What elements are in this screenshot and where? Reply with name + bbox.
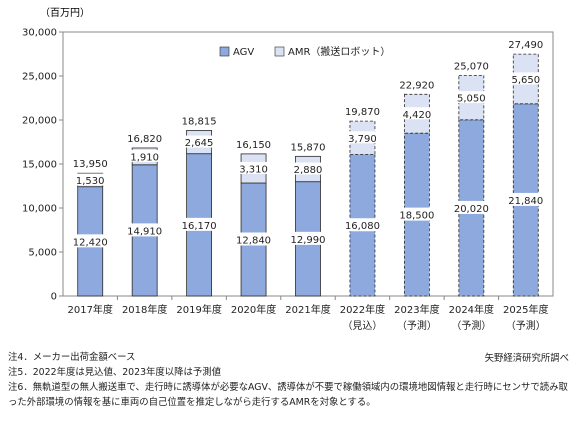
label-backing <box>178 217 221 231</box>
label-backing <box>450 200 493 214</box>
label-total: 19,870 <box>345 107 380 118</box>
label-agv: 14,910 <box>127 226 162 237</box>
y-tick-label: 5,000 <box>28 248 57 259</box>
label-backing <box>504 192 547 206</box>
data-labels: 12,420 1,530 13,950 14,910 1,910 16,820 16,170… <box>69 40 547 248</box>
label-total: 25,070 <box>454 61 489 72</box>
label-amr: 2,645 <box>185 138 214 149</box>
bar-chart: （百万円） 0 5,000 10,000 15,000 20,000 25,000 30,0… <box>22 7 554 332</box>
legend-label-agv: AGV <box>233 47 254 58</box>
legend-swatch-agv <box>219 46 230 57</box>
x-tick-label: （予測） <box>451 319 491 332</box>
note-4: 注4．メーカー出荷金額ベース <box>8 352 136 363</box>
legend: AGV AMR（搬送ロボット） <box>219 45 390 58</box>
legend-label-amr: AMR（搬送ロボット） <box>288 45 390 58</box>
label-total: 15,870 <box>291 142 326 153</box>
label-amr: 4,420 <box>403 110 432 121</box>
label-amr: 5,050 <box>457 94 486 105</box>
x-tick-label: （見込） <box>342 320 382 332</box>
label-total: 27,490 <box>508 40 543 51</box>
label-backing <box>395 207 438 221</box>
label-agv: 12,840 <box>236 236 271 247</box>
label-backing <box>453 91 490 104</box>
label-backing <box>235 161 272 174</box>
label-backing <box>181 135 218 148</box>
label-agv: 18,500 <box>399 211 434 222</box>
x-tick-label: 2018年度 <box>122 303 167 316</box>
x-tick-label: 2017年度 <box>67 303 112 316</box>
label-amr: 1,530 <box>76 176 105 187</box>
y-tick-label: 30,000 <box>22 28 57 39</box>
note-5: 注5．2022年度は見込値、2023年度以降は予測値 <box>8 367 222 378</box>
y-tick-label: 10,000 <box>22 204 57 215</box>
label-agv: 21,840 <box>508 196 543 207</box>
label-total: 13,950 <box>73 159 108 170</box>
x-tick-label: 2021年度 <box>285 303 330 316</box>
legend-swatch-amr <box>274 46 285 57</box>
label-amr: 5,650 <box>511 75 540 86</box>
x-tick-label: 2024年度 <box>449 303 494 316</box>
label-backing <box>69 234 112 248</box>
label-total: 22,920 <box>399 80 434 91</box>
x-tick-label: 2019年度 <box>176 303 221 316</box>
label-backing <box>341 218 384 232</box>
y-unit-label: （百万円） <box>40 7 90 19</box>
label-agv: 12,420 <box>73 237 108 248</box>
x-tick-label: 2020年度 <box>231 303 276 316</box>
y-tick-label: 25,000 <box>22 72 57 83</box>
x-tick-label: （予測） <box>506 319 546 332</box>
label-amr: 3,310 <box>239 164 268 175</box>
label-backing <box>290 162 326 175</box>
label-backing <box>507 72 544 85</box>
label-backing <box>398 107 435 120</box>
label-amr: 1,910 <box>130 152 159 163</box>
label-total: 16,150 <box>236 140 271 151</box>
y-tick-label: 15,000 <box>22 160 57 171</box>
label-backing <box>344 131 381 144</box>
y-tick-label: 0 <box>51 292 57 303</box>
label-backing <box>232 232 275 246</box>
y-tick-label: 20,000 <box>22 116 57 127</box>
label-backing <box>287 231 329 245</box>
label-total: 16,820 <box>127 134 162 145</box>
x-tick-label: 2025年度 <box>503 303 548 316</box>
label-backing <box>123 223 166 237</box>
label-backing <box>72 173 109 186</box>
note-6: 注6．無軌道型の無人搬送車で、走行時に誘導体が必要なAGV、誘導体が不要で稼働領… <box>8 382 568 408</box>
label-amr: 2,880 <box>294 165 323 176</box>
label-agv: 20,020 <box>454 204 489 215</box>
source-credit: 矢野経済研究所調べ <box>484 353 569 364</box>
label-agv: 12,990 <box>291 235 326 246</box>
label-backing <box>126 149 163 162</box>
x-tick-label: 2022年度 <box>340 303 385 316</box>
x-tick-label: （予測） <box>397 319 437 332</box>
label-agv: 16,080 <box>345 221 380 232</box>
label-agv: 16,170 <box>182 221 217 232</box>
label-total: 18,815 <box>182 116 217 127</box>
notes: 注4．メーカー出荷金額ベース 注5．2022年度は見込値、2023年度以降は予測… <box>8 350 573 410</box>
label-amr: 3,790 <box>348 134 377 145</box>
x-tick-label: 2023年度 <box>394 303 439 316</box>
axes: 0 5,000 10,000 15,000 20,000 25,000 30,000 2017… <box>22 28 554 332</box>
